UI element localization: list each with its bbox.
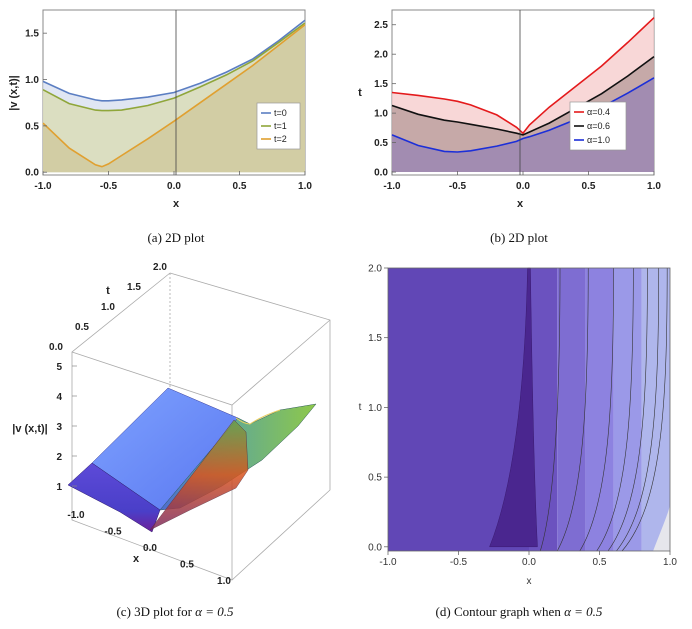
contour-band-3	[585, 268, 613, 551]
panel-c-3d-plot: 1 2 3 4 5 -1.0 -0.5 0.0 0.5 1.0 0.0 0.5 1.0 1.5 2.0 |v…	[12, 262, 330, 587]
xtick-label-b-2: 0.0	[516, 181, 530, 192]
panel-c-zlabel: |v (x,t)|	[12, 423, 48, 435]
panel-b-ylabel: t	[358, 87, 362, 99]
xtick-label-a-4: 1.0	[298, 181, 312, 192]
caption-a: (a) 2D plot	[147, 230, 204, 245]
xtick-label-b-1: -0.5	[449, 181, 467, 192]
d-ytick-label-1: 0.5	[368, 473, 382, 484]
d-xtick-label-4: 1.0	[663, 557, 677, 568]
d-ytick-label-2: 1.0	[368, 403, 382, 414]
ytick-label-b-3: 1.5	[374, 79, 388, 90]
caption-c: (c) 3D plot for α = 0.5	[116, 604, 234, 619]
caption-d: (d) Contour graph when α = 0.5	[436, 604, 603, 619]
xtick-label-a-3: 0.5	[233, 181, 247, 192]
caption-d-text: (d) Contour graph when	[436, 604, 565, 619]
panel-a-xlabel: x	[173, 198, 180, 210]
ytick-label-a-3: 1.5	[25, 29, 39, 40]
xtick-label-b-3: 0.5	[582, 181, 596, 192]
legend-label-a-3: t=2	[274, 134, 287, 144]
d-ytick-label-4: 2.0	[368, 264, 382, 275]
xtick-label-b-4: 1.0	[647, 181, 661, 192]
ttick-label-c-2: 1.0	[101, 302, 115, 313]
d-xtick-label-3: 0.5	[593, 557, 607, 568]
legend-label-a-1: t=0	[274, 108, 287, 118]
ztick-label-2: 3	[56, 422, 62, 433]
panel-c-tlabel: t	[106, 285, 110, 297]
panel-c-xlabel: x	[133, 553, 140, 565]
panel-b-xlabel: x	[517, 198, 524, 210]
xtick-label-c-0: -1.0	[67, 510, 85, 521]
xtick-label-c-1: -0.5	[104, 527, 122, 538]
ytick-label-b-5: 2.5	[374, 20, 388, 31]
d-xtick-label-1: -0.5	[450, 557, 468, 568]
caption-c-text: (c) 3D plot for	[116, 604, 195, 619]
panel-d-ylabel: t	[359, 402, 362, 413]
ztick-label-1: 2	[56, 452, 62, 463]
xtick-label-c-4: 1.0	[217, 576, 231, 587]
caption-d-alpha: α = 0.5	[564, 604, 603, 619]
ztick-label-4: 5	[56, 362, 62, 373]
legend-label-a-2: t=1	[274, 121, 287, 131]
ytick-label-a-1: 0.5	[25, 121, 39, 132]
contour-band-5	[642, 268, 670, 551]
xtick-label-a-0: -1.0	[34, 181, 52, 192]
caption-b: (b) 2D plot	[490, 230, 548, 245]
ytick-label-a-2: 1.0	[25, 75, 39, 86]
xtick-label-c-3: 0.5	[180, 560, 194, 571]
ttick-label-c-1: 0.5	[75, 322, 89, 333]
ytick-label-a-0: 0.0	[25, 168, 39, 179]
panel-d-xlabel: x	[527, 576, 532, 587]
ytick-label-b-1: 0.5	[374, 138, 388, 149]
d-xtick-label-0: -1.0	[379, 557, 397, 568]
contour-band-2	[557, 268, 585, 551]
ttick-label-c-3: 1.5	[127, 282, 141, 293]
legend-label-b-1: α=0.4	[587, 107, 610, 117]
caption-c-alpha: α = 0.5	[195, 604, 234, 619]
panel-a-ylabel: |v (x,t)|	[8, 75, 20, 111]
ytick-label-b-0: 0.0	[374, 168, 388, 179]
panel-d-contour: -1.0 -0.5 0.0 0.5 1.0 0.0 0.5 1.0 1.5 2.0 t x	[359, 264, 678, 588]
legend-label-b-3: α=1.0	[587, 135, 610, 145]
d-xtick-label-2: 0.0	[522, 557, 536, 568]
ttick-label-c-4: 2.0	[153, 262, 167, 273]
panel-a-legend: t=0 t=1 t=2	[257, 103, 300, 149]
xtick-label-a-1: -0.5	[100, 181, 118, 192]
xtick-label-a-2: 0.0	[167, 181, 181, 192]
ttick-label-c-0: 0.0	[49, 342, 63, 353]
d-ytick-label-3: 1.5	[368, 333, 382, 344]
ztick-label-0: 1	[56, 482, 62, 493]
xtick-label-c-2: 0.0	[143, 543, 157, 554]
ytick-label-b-4: 2.0	[374, 50, 388, 61]
ztick-label-3: 4	[56, 392, 62, 403]
d-ytick-label-0: 0.0	[368, 542, 382, 553]
xtick-label-b-0: -1.0	[383, 181, 401, 192]
panel-b-legend: α=0.4 α=0.6 α=1.0	[570, 102, 626, 150]
legend-label-b-2: α=0.6	[587, 121, 610, 131]
ytick-label-b-2: 1.0	[374, 109, 388, 120]
